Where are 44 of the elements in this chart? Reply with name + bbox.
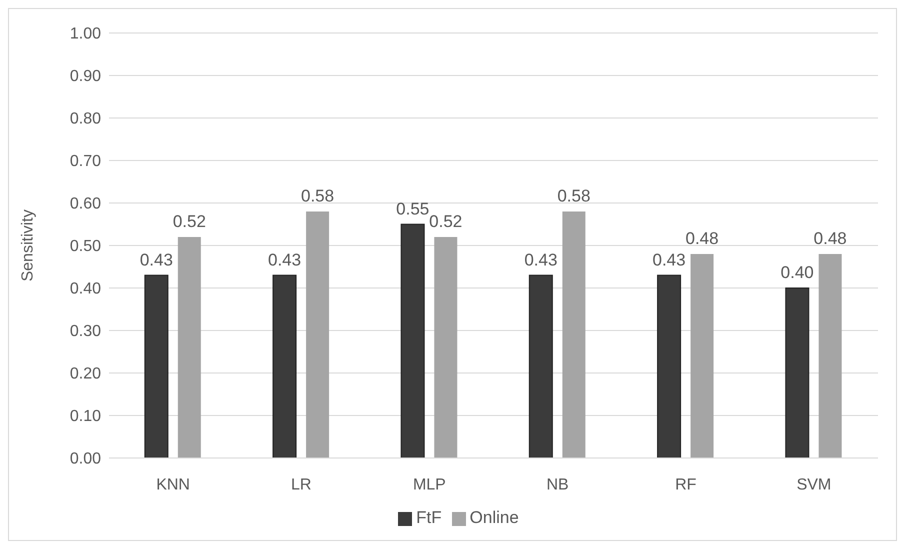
bar <box>144 274 168 458</box>
legend-label: Online <box>470 508 519 527</box>
y-tick-label: 0.70 <box>70 153 102 170</box>
x-tick-label: NB <box>546 476 569 494</box>
bar <box>657 274 682 458</box>
data-label: 0.43 <box>652 250 686 270</box>
bar <box>818 254 842 458</box>
bar <box>528 274 553 458</box>
x-tick-label: MLP <box>412 476 446 494</box>
data-label: 0.43 <box>268 250 302 270</box>
bar <box>400 224 425 458</box>
y-tick-label: 0.90 <box>70 68 102 86</box>
data-label: 0.48 <box>814 229 847 248</box>
x-tick-label: KNN <box>156 476 190 494</box>
y-tick-label: 0.50 <box>70 238 102 256</box>
y-tick-label: 0.60 <box>70 196 102 213</box>
y-tick-label: 1.00 <box>70 26 102 43</box>
bar <box>306 212 330 458</box>
data-label: 0.58 <box>301 186 334 206</box>
data-label: 0.52 <box>429 212 462 231</box>
data-label: 0.52 <box>172 212 206 231</box>
x-tick-label: RF <box>675 476 697 494</box>
bar <box>434 237 458 458</box>
data-label: 0.40 <box>780 263 814 282</box>
x-tick-label: LR <box>291 476 312 494</box>
y-tick-label: 0.80 <box>70 110 102 128</box>
y-tick-label: 0.10 <box>70 408 102 426</box>
bar <box>272 274 297 458</box>
bar <box>562 212 586 458</box>
x-tick-label: SVM <box>796 476 832 494</box>
bar <box>785 288 810 458</box>
data-label: 0.58 <box>557 186 590 206</box>
bar <box>178 237 201 458</box>
y-tick-label: 0.00 <box>70 450 102 468</box>
data-label: 0.48 <box>686 229 719 248</box>
data-label: 0.43 <box>524 250 558 270</box>
legend-label: FtF <box>416 508 442 527</box>
data-label: 0.55 <box>396 199 430 218</box>
y-tick-label: 0.20 <box>70 366 102 383</box>
y-axis-title: Sensitivity <box>20 209 37 282</box>
y-tick-label: 0.40 <box>70 280 102 298</box>
data-label: 0.43 <box>140 250 173 270</box>
bar <box>690 254 714 458</box>
y-tick-label: 0.30 <box>70 323 102 340</box>
